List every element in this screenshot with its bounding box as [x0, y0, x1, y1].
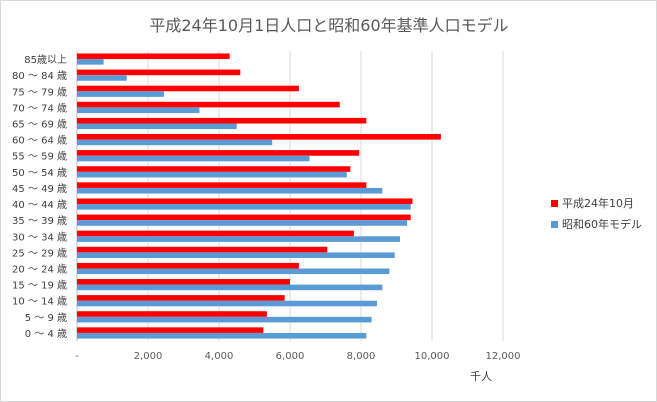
bar-series-2 — [77, 59, 104, 65]
legend-swatch — [551, 221, 558, 228]
bar-series-1 — [77, 262, 299, 269]
bar-series-1 — [77, 214, 411, 221]
bar-series-1 — [77, 327, 264, 333]
category-label: 10 ～ 14 歳 — [12, 296, 67, 308]
bar-series-1 — [77, 166, 351, 172]
category-label: 80 ～ 84 歳 — [12, 70, 67, 82]
category-label: 55 ～ 59 歳 — [12, 151, 67, 163]
bar-series-2 — [77, 155, 310, 162]
bar-series-2 — [77, 139, 273, 146]
bar-series-2 — [77, 204, 411, 210]
category-label: 30 ～ 34 歳 — [12, 231, 67, 243]
category-label: 75 ～ 79 歳 — [12, 86, 67, 98]
bar-series-1 — [77, 311, 267, 317]
legend-swatch — [551, 200, 558, 207]
category-label: 15 ～ 19 歳 — [12, 280, 67, 292]
bars — [77, 53, 441, 339]
category-label: 60 ～ 64 歳 — [12, 135, 67, 147]
bar-series-1 — [77, 69, 241, 76]
bar-series-2 — [77, 236, 401, 242]
x-tick-label: - — [75, 351, 79, 362]
category-label: 20 ～ 24 歳 — [12, 264, 67, 276]
bar-series-1 — [77, 150, 360, 156]
bar-series-2 — [77, 284, 383, 291]
gridlines — [76, 51, 504, 341]
category-label: 85歳以上 — [24, 54, 67, 66]
bar-series-2 — [77, 107, 200, 113]
bar-series-2 — [77, 75, 127, 81]
bar-series-1 — [77, 198, 413, 205]
category-label: 5 ～ 9 歳 — [25, 312, 67, 324]
x-tick-label: 4,000 — [205, 351, 234, 362]
category-label: 45 ～ 49 歳 — [12, 183, 67, 195]
x-tick-label: 2,000 — [134, 351, 163, 362]
category-label: 40 ～ 44 歳 — [12, 199, 67, 211]
legend-label: 平成24年10月 — [562, 196, 634, 210]
bar-series-2 — [77, 123, 237, 130]
legend-label: 昭和60年モデル — [562, 217, 642, 231]
bar-series-1 — [77, 295, 285, 301]
bar-series-1 — [77, 182, 367, 188]
x-tick-label: 8,000 — [347, 351, 376, 362]
bar-series-2 — [77, 332, 367, 339]
bar-series-2 — [77, 252, 395, 258]
bar-series-1 — [77, 85, 299, 92]
category-labels: 0 ～ 4 歳 5 ～ 9 歳 10 ～ 14 歳 15 ～ 19 歳 20 ～ 24 … — [12, 54, 67, 340]
chart-title: 平成24年10月1日人口と昭和60年基準人口モデル — [149, 16, 508, 35]
x-tick-labels: - 2,000 4,000 6,000 8,000 10,000 12,000 — [75, 351, 520, 362]
bar-series-2 — [77, 268, 390, 275]
x-tick-label: 10,000 — [415, 351, 450, 362]
x-axis-title: 千人 — [470, 370, 492, 383]
x-tick-label: 6,000 — [276, 351, 305, 362]
bar-series-2 — [77, 187, 383, 194]
category-label: 25 ～ 29 歳 — [12, 247, 67, 259]
bar-series-2 — [77, 300, 377, 307]
category-label: 0 ～ 4 歳 — [25, 328, 67, 340]
category-label: 65 ～ 69 歳 — [12, 119, 67, 131]
bar-series-1 — [77, 117, 367, 124]
bar-series-2 — [77, 316, 372, 323]
bar-series-1 — [77, 246, 328, 253]
category-label: 50 ～ 54 歳 — [12, 167, 67, 179]
bar-series-2 — [77, 220, 408, 226]
bar-series-2 — [77, 171, 347, 178]
x-tick-label: 12,000 — [486, 351, 521, 362]
bar-series-1 — [77, 53, 230, 60]
bar-series-1 — [77, 279, 290, 285]
category-label: 70 ～ 74 歳 — [12, 102, 67, 114]
bar-series-1 — [77, 134, 441, 140]
bar-series-1 — [77, 101, 340, 108]
bar-series-2 — [77, 91, 164, 97]
bar-series-1 — [77, 230, 354, 237]
category-label: 35 ～ 39 歳 — [12, 215, 67, 227]
